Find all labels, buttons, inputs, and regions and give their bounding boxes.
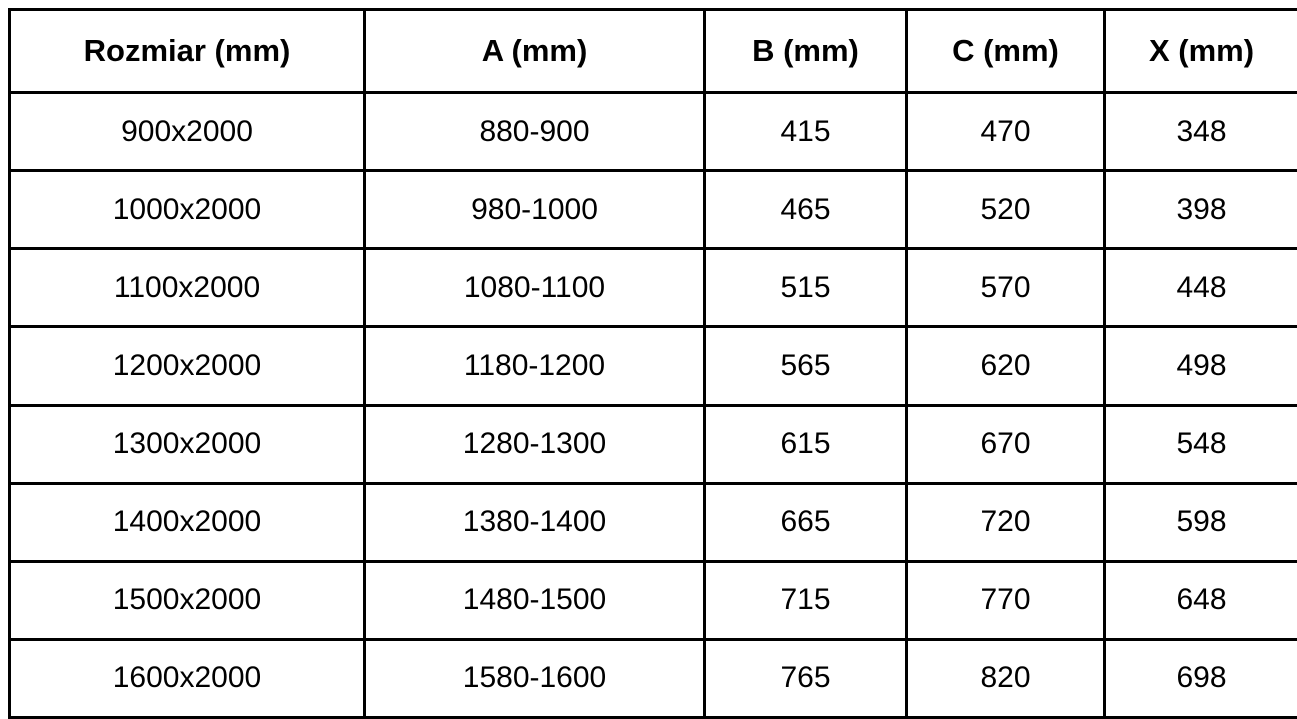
size-spec-table: Rozmiar (mm) A (mm) B (mm) C (mm) X (mm)… <box>8 8 1297 719</box>
cell-rozmiar: 1400x2000 <box>8 481 366 563</box>
cell-x: 398 <box>1103 169 1297 251</box>
cell-a: 1480-1500 <box>363 559 706 641</box>
column-header-b: B (mm) <box>703 8 908 94</box>
cell-x: 648 <box>1103 559 1297 641</box>
cell-rozmiar: 1200x2000 <box>8 325 366 407</box>
cell-c: 820 <box>905 637 1106 719</box>
cell-b: 615 <box>703 403 908 485</box>
cell-b: 465 <box>703 169 908 251</box>
table-row: 1600x2000 1580-1600 765 820 698 <box>8 637 1297 719</box>
cell-a: 1580-1600 <box>363 637 706 719</box>
cell-a: 880-900 <box>363 90 706 173</box>
cell-b: 415 <box>703 90 908 173</box>
cell-c: 620 <box>905 325 1106 407</box>
cell-x: 548 <box>1103 403 1297 485</box>
table-row: 1100x2000 1080-1100 515 570 448 <box>8 247 1297 329</box>
cell-x: 348 <box>1103 90 1297 173</box>
cell-c: 470 <box>905 90 1106 173</box>
cell-rozmiar: 1100x2000 <box>8 247 366 329</box>
table-row: 1300x2000 1280-1300 615 670 548 <box>8 403 1297 485</box>
cell-a: 1280-1300 <box>363 403 706 485</box>
cell-c: 520 <box>905 169 1106 251</box>
cell-c: 570 <box>905 247 1106 329</box>
cell-rozmiar: 900x2000 <box>8 90 366 173</box>
column-header-a: A (mm) <box>363 8 706 94</box>
cell-b: 715 <box>703 559 908 641</box>
cell-a: 1380-1400 <box>363 481 706 563</box>
cell-x: 698 <box>1103 637 1297 719</box>
table-row: 1500x2000 1480-1500 715 770 648 <box>8 559 1297 641</box>
cell-c: 770 <box>905 559 1106 641</box>
cell-c: 670 <box>905 403 1106 485</box>
cell-x: 498 <box>1103 325 1297 407</box>
cell-x: 448 <box>1103 247 1297 329</box>
table-row: 1400x2000 1380-1400 665 720 598 <box>8 481 1297 563</box>
cell-rozmiar: 1000x2000 <box>8 169 366 251</box>
cell-a: 1080-1100 <box>363 247 706 329</box>
cell-b: 515 <box>703 247 908 329</box>
cell-b: 765 <box>703 637 908 719</box>
table-row: 900x2000 880-900 415 470 348 <box>8 90 1297 173</box>
column-header-x: X (mm) <box>1103 8 1297 94</box>
table-row: 1000x2000 980-1000 465 520 398 <box>8 169 1297 251</box>
cell-rozmiar: 1300x2000 <box>8 403 366 485</box>
cell-rozmiar: 1500x2000 <box>8 559 366 641</box>
cell-b: 565 <box>703 325 908 407</box>
table-header-row: Rozmiar (mm) A (mm) B (mm) C (mm) X (mm) <box>8 8 1297 94</box>
column-header-c: C (mm) <box>905 8 1106 94</box>
cell-b: 665 <box>703 481 908 563</box>
table-row: 1200x2000 1180-1200 565 620 498 <box>8 325 1297 407</box>
cell-rozmiar: 1600x2000 <box>8 637 366 719</box>
cell-a: 980-1000 <box>363 169 706 251</box>
cell-a: 1180-1200 <box>363 325 706 407</box>
cell-x: 598 <box>1103 481 1297 563</box>
column-header-rozmiar: Rozmiar (mm) <box>8 8 366 94</box>
cell-c: 720 <box>905 481 1106 563</box>
